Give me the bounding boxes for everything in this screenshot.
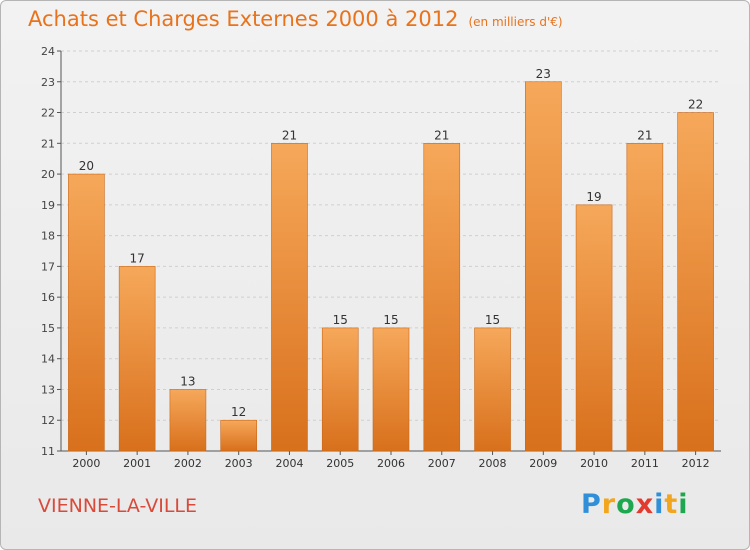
x-tick-label: 2003 — [225, 457, 253, 470]
chart-title: Achats et Charges Externes 2000 à 2012 (e… — [28, 7, 563, 31]
x-tick-label: 2010 — [580, 457, 608, 470]
bar-value-label: 20 — [79, 159, 94, 173]
x-tick-label: 2008 — [479, 457, 507, 470]
bar-value-label: 23 — [536, 67, 551, 81]
bar-value-label: 12 — [231, 405, 246, 419]
x-tick-label: 2001 — [123, 457, 151, 470]
logo-letter: o — [616, 489, 636, 520]
bar-value-label: 15 — [485, 313, 500, 327]
y-tick-label: 23 — [41, 76, 55, 89]
bar-value-label: 17 — [130, 251, 145, 265]
bar — [677, 112, 714, 452]
x-tick-label: 2006 — [377, 457, 405, 470]
chart-subtitle: (en milliers d'€) — [468, 15, 563, 29]
bar — [474, 327, 511, 452]
bar — [321, 327, 359, 452]
y-tick-label: 18 — [41, 230, 55, 243]
bar — [118, 266, 156, 452]
x-tick-label: 2004 — [275, 457, 303, 470]
y-tick-label: 21 — [41, 137, 55, 150]
x-tick-label: 2005 — [326, 457, 354, 470]
bar-value-label: 21 — [282, 128, 297, 142]
x-tick-label: 2009 — [529, 457, 557, 470]
bar-value-label: 15 — [333, 313, 348, 327]
x-tick-label: 2007 — [428, 457, 456, 470]
town-name: VIENNE-LA-VILLE — [38, 495, 198, 517]
y-tick-label: 15 — [41, 322, 55, 335]
bar — [525, 81, 562, 452]
bar-value-label: 21 — [434, 128, 449, 142]
y-tick-label: 11 — [41, 445, 55, 458]
x-tick-label: 2002 — [174, 457, 202, 470]
y-tick-label: 12 — [41, 414, 55, 427]
bar — [271, 143, 308, 452]
x-tick-label: 2012 — [682, 457, 710, 470]
bar-value-label: 22 — [688, 98, 703, 112]
bar-value-label: 13 — [180, 374, 195, 388]
x-tick-label: 2000 — [72, 457, 100, 470]
bar — [169, 389, 207, 452]
y-tick-label: 14 — [41, 353, 55, 366]
label-layer: 20 2000 17 2001 13 2002 12 2003 21 2004 15 2005 15 20… — [72, 67, 709, 470]
bar-layer — [68, 81, 714, 452]
y-tick-label: 17 — [41, 260, 55, 273]
y-tick-label: 13 — [41, 383, 55, 396]
y-tick-label: 20 — [41, 168, 55, 181]
bar — [220, 419, 257, 452]
logo-letter: r — [601, 489, 617, 520]
bar-value-label: 15 — [383, 313, 398, 327]
y-tick-label: 19 — [41, 199, 55, 212]
logo-letter: x — [635, 489, 655, 520]
logo-letter: i — [678, 489, 689, 520]
y-tick-label: 16 — [41, 291, 55, 304]
bar-value-label: 19 — [586, 190, 601, 204]
bar — [626, 143, 664, 452]
bar — [575, 204, 613, 452]
bar — [423, 143, 461, 452]
chart-title-text: Achats et Charges Externes 2000 à 2012 — [28, 7, 459, 31]
x-tick-label: 2011 — [631, 457, 659, 470]
logo-letter: t — [664, 489, 679, 520]
bar — [372, 327, 410, 452]
proxiti-logo: Proxiti — [581, 489, 689, 520]
bar — [68, 173, 105, 452]
logo-letter: i — [654, 489, 665, 520]
logo-letter: P — [581, 489, 602, 520]
bar-value-label: 21 — [637, 128, 652, 142]
y-tick-label: 22 — [41, 107, 55, 120]
y-tick-label: 24 — [41, 45, 55, 58]
